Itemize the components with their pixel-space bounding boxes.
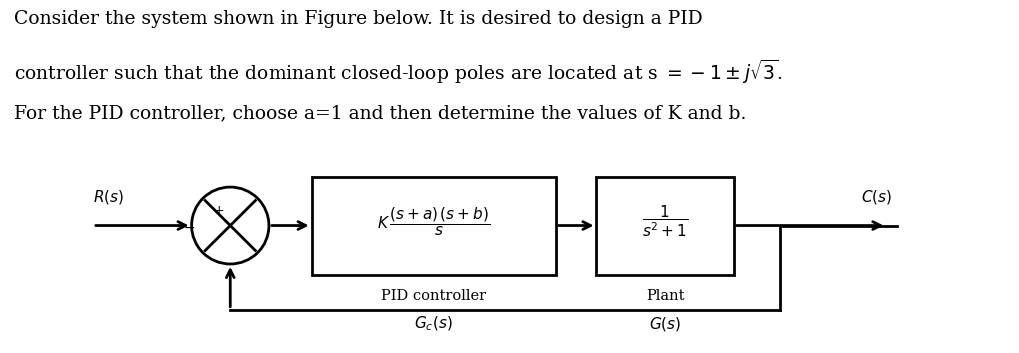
Bar	[312, 176, 555, 275]
Text: Plant: Plant	[645, 288, 684, 303]
Text: $K\,\dfrac{(s+a)\,(s+b)}{s}$: $K\,\dfrac{(s+a)\,(s+b)}{s}$	[377, 205, 490, 238]
Text: $G_c(s)$: $G_c(s)$	[414, 315, 452, 333]
Text: −: −	[183, 221, 196, 235]
Bar	[596, 176, 733, 275]
Text: PID controller: PID controller	[381, 288, 486, 303]
Text: $\dfrac{1}{s^2+1}$: $\dfrac{1}{s^2+1}$	[641, 204, 688, 239]
Text: Consider the system shown in Figure below. It is desired to design a PID: Consider the system shown in Figure belo…	[13, 10, 702, 28]
Text: +: +	[213, 204, 224, 217]
Text: $R(s)$: $R(s)$	[93, 188, 123, 206]
Text: $C(s)$: $C(s)$	[860, 188, 891, 206]
Text: controller such that the dominant closed-loop poles are located at s $= -1 \pm j: controller such that the dominant closed…	[13, 58, 782, 85]
Text: For the PID controller, choose a=1 and then determine the values of K and b.: For the PID controller, choose a=1 and t…	[13, 105, 745, 123]
Text: $G(s)$: $G(s)$	[648, 315, 681, 333]
